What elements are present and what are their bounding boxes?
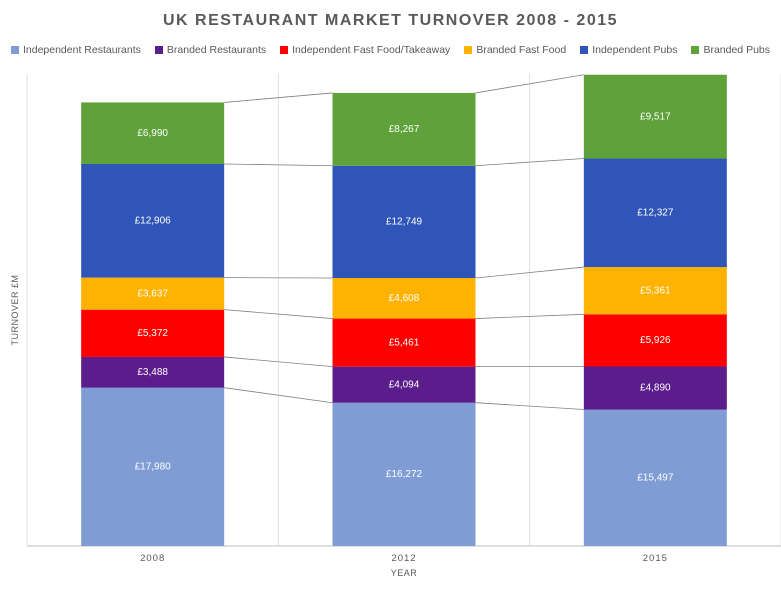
data-label: £9,517 — [640, 111, 671, 122]
bar-segment — [332, 277, 476, 319]
data-label: £3,637 — [137, 288, 168, 299]
data-label: £4,094 — [389, 379, 420, 390]
x-axis-title: YEAR — [391, 568, 418, 578]
legend-swatch — [464, 46, 473, 54]
legend-item: Branded Fast Food — [464, 44, 566, 56]
bar-segment — [583, 267, 727, 315]
series-line — [224, 356, 333, 368]
bar-segment — [332, 402, 476, 546]
data-label: £6,990 — [137, 128, 168, 139]
bar-segment — [332, 318, 476, 367]
bar-segment — [583, 158, 727, 268]
data-label: £16,272 — [386, 469, 423, 480]
series-line — [224, 309, 333, 319]
bar-segment — [583, 366, 727, 410]
bar-segment — [583, 314, 727, 367]
x-tick-label: 2015 — [643, 553, 668, 564]
x-tick-label: 2012 — [391, 553, 416, 564]
data-label: £5,461 — [389, 337, 420, 348]
data-label: £3,488 — [137, 367, 168, 378]
bar-segment — [81, 163, 225, 278]
legend-swatch — [10, 46, 19, 54]
bar-segment — [332, 366, 476, 403]
data-label: £5,361 — [640, 285, 671, 296]
bar-segment — [583, 409, 727, 546]
data-label: £12,327 — [637, 207, 674, 218]
bar-segment — [332, 92, 476, 166]
series-line — [224, 92, 333, 103]
series-line — [475, 74, 584, 94]
legend-label: Branded Pubs — [703, 44, 771, 56]
series-line — [224, 163, 333, 167]
legend-item: Branded Restaurants — [154, 44, 267, 56]
bar-segment — [583, 74, 727, 159]
y-axis-title: TURNOVER £M — [10, 274, 20, 345]
series-line — [475, 313, 584, 319]
legend-label: Independent Fast Food/Takeaway — [292, 44, 451, 56]
legend-item: Independent Restaurants — [10, 44, 141, 56]
data-label: £5,926 — [640, 335, 671, 346]
series-line — [224, 387, 333, 404]
legend-swatch — [154, 46, 163, 54]
data-label: £12,749 — [386, 216, 423, 227]
legend-label: Branded Restaurants — [166, 44, 267, 56]
legend: Independent Restaurants Branded Restauran… — [0, 44, 781, 56]
legend-label: Independent Pubs — [592, 44, 678, 56]
data-label: £4,890 — [640, 383, 671, 394]
data-label: £17,980 — [135, 461, 172, 472]
legend-swatch — [691, 46, 700, 54]
series-line — [475, 266, 584, 279]
legend-label: Branded Fast Food — [476, 44, 567, 56]
data-label: £15,497 — [637, 472, 674, 483]
data-label: £4,608 — [389, 293, 420, 304]
legend-swatch — [280, 46, 289, 54]
legend-swatch — [580, 46, 589, 54]
bar-segment — [81, 309, 225, 357]
series-line — [475, 402, 584, 410]
data-label: £12,906 — [135, 215, 172, 226]
bar-segment — [81, 356, 225, 388]
x-tick-label: 2008 — [140, 553, 165, 564]
chart-title: UK RESTAURANT MARKET TURNOVER 2008 - 201… — [162, 12, 619, 29]
series-line — [475, 158, 584, 167]
bar-segment — [81, 102, 225, 164]
legend-item: Branded Pubs — [691, 44, 770, 56]
bar-segment — [81, 387, 225, 546]
legend-item: Independent Fast Food/Takeaway — [280, 44, 450, 56]
data-label: £8,267 — [389, 124, 420, 135]
bar-segment — [81, 277, 225, 310]
bar-segment — [332, 165, 476, 278]
data-label: £5,372 — [137, 328, 168, 339]
legend-label: Independent Restaurants — [22, 44, 141, 56]
legend-item: Independent Pubs — [580, 44, 677, 56]
